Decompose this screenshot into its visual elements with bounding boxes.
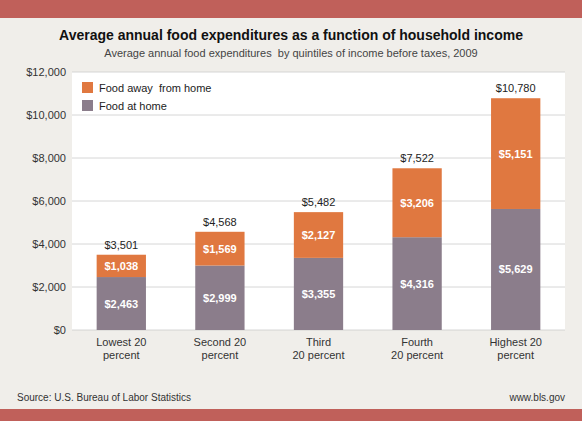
data-labels: $2,463 $1,038 $2,999 $1,569 $3,355 $2,127 $4,3… bbox=[104, 82, 535, 309]
background bbox=[0, 0, 582, 421]
data-label: $5,151 bbox=[499, 148, 533, 160]
x-tick-label-line: Second 20 bbox=[194, 336, 247, 348]
data-label: $2,127 bbox=[302, 229, 336, 241]
bar bbox=[491, 98, 540, 209]
source: Source: U.S. Bureau of Labor Statistics bbox=[17, 392, 191, 403]
bottom-band bbox=[0, 409, 582, 421]
y-tick-label: $2,000 bbox=[32, 281, 66, 293]
subtitle: Average annual food expenditures by quin… bbox=[104, 47, 477, 59]
legend-label: Food away from home bbox=[99, 82, 212, 94]
y-tick-label: $12,000 bbox=[26, 66, 66, 78]
total-label: $5,482 bbox=[302, 196, 336, 208]
bar bbox=[195, 232, 244, 266]
legend-label: Food at home bbox=[99, 100, 167, 112]
bar bbox=[491, 209, 540, 330]
plot-area bbox=[72, 72, 565, 330]
total-label: $4,568 bbox=[203, 216, 237, 228]
bar bbox=[294, 258, 343, 330]
legend-swatch bbox=[82, 82, 93, 93]
x-tick-label-line: 20 percent bbox=[293, 349, 345, 361]
grid-line bbox=[72, 72, 565, 73]
x-tick-label-line: percent bbox=[202, 349, 239, 361]
x-tick-label-line: 20 percent bbox=[391, 349, 443, 361]
data-label: $5,629 bbox=[499, 263, 533, 275]
x-tick-label-line: Fourth bbox=[401, 336, 433, 348]
x-tick-label-line: Lowest 20 bbox=[96, 336, 146, 348]
data-label: $1,569 bbox=[203, 243, 237, 255]
top-band bbox=[0, 0, 582, 18]
bar bbox=[294, 212, 343, 258]
bar bbox=[195, 266, 244, 330]
x-tick-label-line: Third bbox=[306, 336, 331, 348]
data-label: $3,355 bbox=[302, 288, 336, 300]
total-label: $10,780 bbox=[496, 82, 536, 94]
x-tick-label-line: Highest 20 bbox=[489, 336, 542, 348]
data-label: $3,206 bbox=[400, 197, 434, 209]
total-label: $3,501 bbox=[104, 239, 138, 251]
data-label: $2,463 bbox=[104, 298, 138, 310]
legend-swatch bbox=[82, 100, 93, 111]
y-tick-label: $0 bbox=[54, 324, 66, 336]
x-tick-label-line: percent bbox=[497, 349, 534, 361]
title: Average annual food expenditures as a fu… bbox=[59, 27, 523, 43]
x-tick-label: Lowest 20percent bbox=[96, 336, 146, 361]
x-tick-label: Second 20percent bbox=[194, 336, 247, 361]
y-tick-label: $8,000 bbox=[32, 152, 66, 164]
source-link: www.bls.gov bbox=[508, 392, 565, 403]
bar bbox=[392, 168, 441, 237]
bar bbox=[392, 237, 441, 330]
data-label: $4,316 bbox=[400, 278, 434, 290]
x-tick-label: Third20 percent bbox=[293, 336, 345, 361]
x-tick-label: Highest 20percent bbox=[489, 336, 542, 361]
bar bbox=[97, 255, 146, 277]
data-label: $1,038 bbox=[104, 260, 138, 272]
y-tick-label: $6,000 bbox=[32, 195, 66, 207]
data-label: $2,999 bbox=[203, 292, 237, 304]
total-label: $7,522 bbox=[400, 152, 434, 164]
x-tick-label-line: percent bbox=[103, 349, 140, 361]
x-tick-label: Fourth20 percent bbox=[391, 336, 443, 361]
chart: Average annual food expenditures as a fu… bbox=[0, 0, 582, 421]
y-tick-label: $4,000 bbox=[32, 238, 66, 250]
bars bbox=[97, 98, 541, 330]
legend: Food away from home Food at home bbox=[82, 82, 212, 112]
y-tick-label: $10,000 bbox=[26, 109, 66, 121]
bar bbox=[97, 277, 146, 330]
